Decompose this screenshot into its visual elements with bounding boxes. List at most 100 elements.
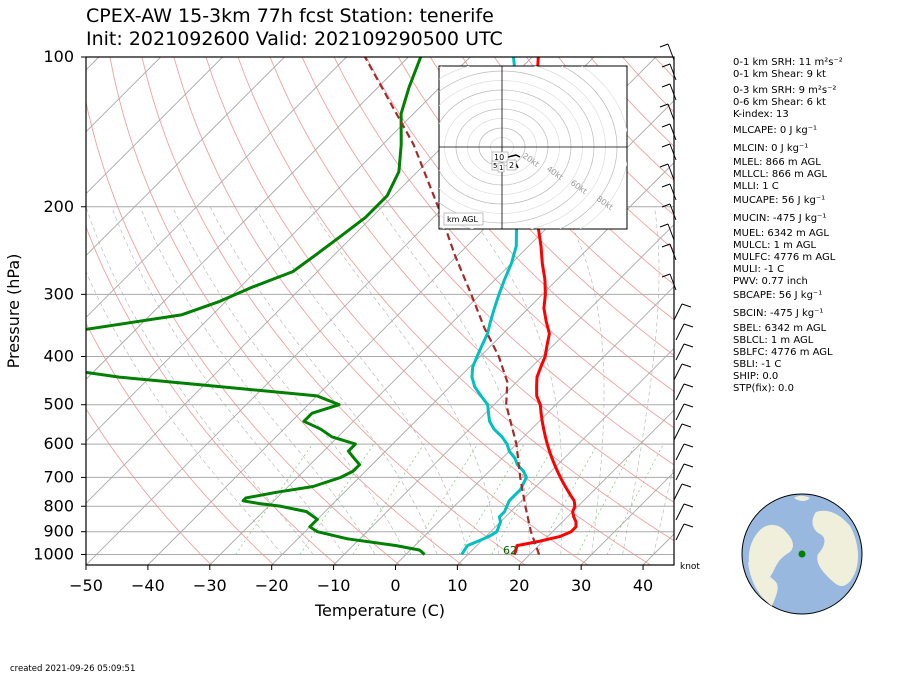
mixing-ratio-line: [235, 443, 313, 555]
moist-adiabat: [309, 206, 500, 555]
isotherm: [86, 57, 409, 380]
wind-barb: [669, 143, 677, 161]
moist-adiabat: [86, 206, 314, 555]
wind-barb-flag: [661, 203, 671, 208]
wind-barb: [667, 163, 675, 181]
index-line: MULI: -1 C: [733, 264, 785, 275]
wind-barb-flag: [683, 323, 694, 328]
wind-barb-flag: [683, 403, 694, 408]
x-tick-label: −40: [131, 576, 165, 595]
dry-adiabat: [86, 225, 337, 565]
wind-barb: [675, 523, 685, 541]
moist-adiabat: [653, 463, 674, 555]
location-globe: [741, 493, 863, 615]
y-tick-label: 900: [43, 522, 74, 541]
wind-barb: [669, 123, 677, 141]
wind-units-label: knot: [680, 562, 700, 572]
wind-barb: [673, 423, 683, 441]
wind-barb-flag: [681, 483, 692, 488]
wind-barb: [669, 83, 677, 101]
wind-barb-flag: [661, 83, 671, 88]
surface-label: 62: [503, 544, 517, 557]
y-tick-label: 300: [43, 284, 74, 303]
moist-adiabat: [463, 206, 563, 555]
y-tick-label: 600: [43, 434, 74, 453]
x-tick-label: −50: [69, 576, 103, 595]
x-tick-label: 30: [571, 576, 591, 595]
wind-barb-flag: [681, 363, 692, 368]
y-tick-label: 700: [43, 467, 74, 486]
globe-land-south: [748, 562, 778, 606]
hodograph: 20kt 40kt 60kt 80kt 10 5 1 2 km AGL: [438, 65, 628, 230]
series-temperature: [512, 57, 578, 556]
wind-barb: [675, 383, 685, 401]
x-axis-label: Temperature (C): [314, 601, 445, 620]
wind-barb: [675, 463, 685, 481]
hodo-box-label: km AGL: [447, 215, 479, 224]
index-line: MULCL: 1 m AGL: [733, 240, 817, 251]
isotherm: [518, 409, 674, 565]
hodo-height-5: 5: [493, 162, 497, 170]
isotherm: [86, 57, 162, 133]
wind-barb: [667, 223, 675, 241]
mixing-ratio-line: [577, 443, 636, 555]
hodo-height-1: 1: [499, 164, 503, 172]
index-line: 0-1 km SRH: 11 m²s⁻²: [733, 57, 843, 68]
dry-adiabat: [86, 407, 212, 565]
x-tick-label: −10: [317, 576, 351, 595]
moist-adiabat: [622, 206, 660, 555]
wind-barb-flag: [681, 423, 692, 428]
moist-adiabat: [378, 206, 531, 555]
index-line: MLCIN: 0 J kg⁻¹: [733, 143, 809, 154]
index-line: SBCAPE: 56 J kg⁻¹: [733, 290, 823, 301]
moist-adiabat: [562, 206, 605, 555]
y-tick-label: 100: [43, 47, 74, 66]
isotherm: [86, 57, 285, 257]
wind-barbs: [659, 43, 694, 541]
y-tick-label: 500: [43, 395, 74, 414]
moist-adiabat: [172, 206, 407, 555]
wind-barb: [673, 303, 683, 321]
isotherm: [395, 285, 674, 565]
dry-adiabat: [205, 57, 651, 565]
wind-barb: [675, 323, 685, 341]
dry-adiabat: [141, 57, 526, 565]
wind-barb-flag: [661, 63, 671, 68]
wind-barb: [669, 183, 677, 201]
wind-barb-flag: [661, 243, 671, 248]
wind-barb: [675, 403, 685, 421]
wind-barb-flag: [683, 443, 694, 448]
wind-barb: [669, 273, 677, 291]
dry-adiabat: [173, 57, 589, 565]
wind-barb: [669, 63, 677, 81]
wind-barb-flag: [661, 143, 671, 148]
index-line: K-index: 13: [733, 109, 789, 120]
wind-barb: [667, 103, 675, 121]
dry-adiabat: [397, 57, 674, 356]
index-line: 0-3 km SRH: 9 m²s⁻²: [733, 85, 837, 96]
wind-barb-flag: [683, 343, 694, 348]
index-line: 0-1 km Shear: 9 kt: [733, 69, 826, 80]
wind-barb-flag: [659, 103, 669, 108]
x-tick-label: 20: [509, 576, 529, 595]
dry-adiabat: [86, 100, 400, 565]
wind-barb: [669, 243, 677, 261]
dry-adiabat: [301, 57, 674, 466]
series-dewpoint: [460, 57, 528, 556]
wind-barb-flag: [683, 463, 694, 468]
wind-barb-flag: [683, 503, 694, 508]
isotherm: [209, 100, 674, 565]
hodo-height-2: 2: [509, 161, 514, 170]
wind-barb-flag: [661, 273, 671, 278]
mixing-ratio-line: [606, 443, 664, 555]
isotherm: [333, 223, 674, 565]
chart-title: CPEX-AW 15-3km 77h fcst Station: tenerif…: [86, 5, 494, 27]
dry-adiabat: [86, 322, 275, 565]
wind-barb: [673, 363, 683, 381]
wind-barb-flag: [659, 163, 669, 168]
wind-barb: [667, 43, 675, 61]
wind-barb: [673, 483, 683, 501]
hodo-height-10: 10: [494, 153, 504, 162]
wind-barb: [669, 203, 677, 221]
